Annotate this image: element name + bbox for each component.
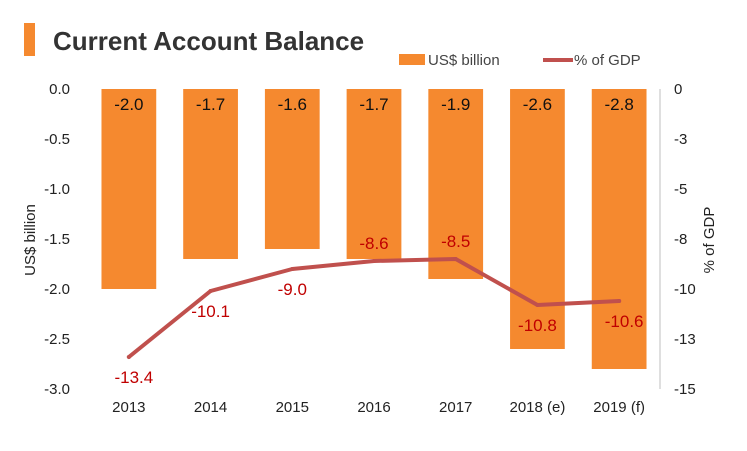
line-data-label: -10.8 (518, 316, 557, 335)
y-tick-right: -5 (674, 181, 687, 198)
line-labels: -13.4 -10.1 -9.0 -8.6 -8.5 -10.8 -10.6 (114, 232, 643, 387)
legend-label-line: % of GDP (574, 52, 641, 69)
x-tick-label: 2016 (357, 399, 390, 416)
legend-label-bar: US$ billion (428, 52, 500, 69)
left-axis-ticks: 0.0 -0.5 -1.0 -1.5 -2.0 -2.5 -3.0 (44, 81, 70, 398)
legend: US$ billion % of GDP (399, 52, 641, 69)
chart-title: Current Account Balance (53, 26, 364, 56)
y-tick-left: -2.5 (44, 331, 70, 348)
y-tick-left: -1.5 (44, 231, 70, 248)
line-point (372, 259, 376, 263)
bar (428, 89, 484, 279)
line-point (535, 303, 540, 307)
bar (510, 89, 565, 349)
line-data-label: -9.0 (278, 280, 307, 299)
y-tick-right: -3 (674, 131, 687, 148)
x-tick-label: 2014 (194, 399, 227, 416)
bar (346, 89, 402, 259)
y-tick-left: -3.0 (44, 381, 70, 398)
bar-data-label: -2.6 (523, 95, 552, 114)
right-axis-ticks: 0 -3 -5 -8 -10 -13 -15 (674, 81, 696, 398)
bar-data-label: -1.6 (278, 95, 307, 114)
bar-series (101, 89, 647, 369)
line-point (617, 299, 622, 303)
x-tick-label: 2018 (e) (509, 399, 565, 416)
bar (101, 89, 157, 289)
x-tick-label: 2017 (439, 399, 472, 416)
y-tick-left: 0.0 (49, 81, 70, 98)
y-tick-right: -8 (674, 231, 687, 248)
y-tick-left: -2.0 (44, 281, 70, 298)
bar (183, 89, 238, 259)
line-point (126, 355, 131, 359)
legend-swatch-bar (399, 54, 425, 65)
y-tick-right: -10 (674, 281, 696, 298)
bar-labels: -2.0 -1.7 -1.6 -1.7 -1.9 -2.6 -2.8 (114, 95, 634, 114)
y-axis-label-left: US$ billion (22, 204, 39, 276)
bar-data-label: -2.8 (604, 95, 633, 114)
bar-data-label: -1.7 (196, 95, 225, 114)
bar-data-label: -2.0 (114, 95, 143, 114)
y-tick-right: 0 (674, 81, 682, 98)
line-series (126, 257, 622, 359)
y-tick-right: -15 (674, 381, 696, 398)
bar (591, 89, 647, 369)
line-data-label: -10.6 (605, 312, 644, 331)
y-tick-left: -1.0 (44, 181, 70, 198)
bar (264, 89, 320, 249)
line-point (453, 257, 458, 261)
line-point (290, 267, 295, 271)
bar-data-label: -1.9 (441, 95, 470, 114)
line-data-label: -13.4 (114, 368, 153, 387)
y-tick-right: -13 (674, 331, 696, 348)
y-tick-left: -0.5 (44, 131, 70, 148)
x-axis-ticks: 2013 2014 2015 2016 2017 2018 (e) 2019 (f) (112, 399, 645, 416)
title-marker (24, 23, 35, 56)
bar-data-label: -1.7 (359, 95, 388, 114)
line-point (208, 289, 213, 293)
x-tick-label: 2019 (f) (593, 399, 645, 416)
y-axis-label-right: % of GDP (701, 207, 718, 274)
x-tick-label: 2013 (112, 399, 145, 416)
line-data-label: -10.1 (191, 302, 230, 321)
line-data-label: -8.5 (441, 232, 470, 251)
line-data-label: -8.6 (359, 234, 388, 253)
x-tick-label: 2015 (276, 399, 309, 416)
